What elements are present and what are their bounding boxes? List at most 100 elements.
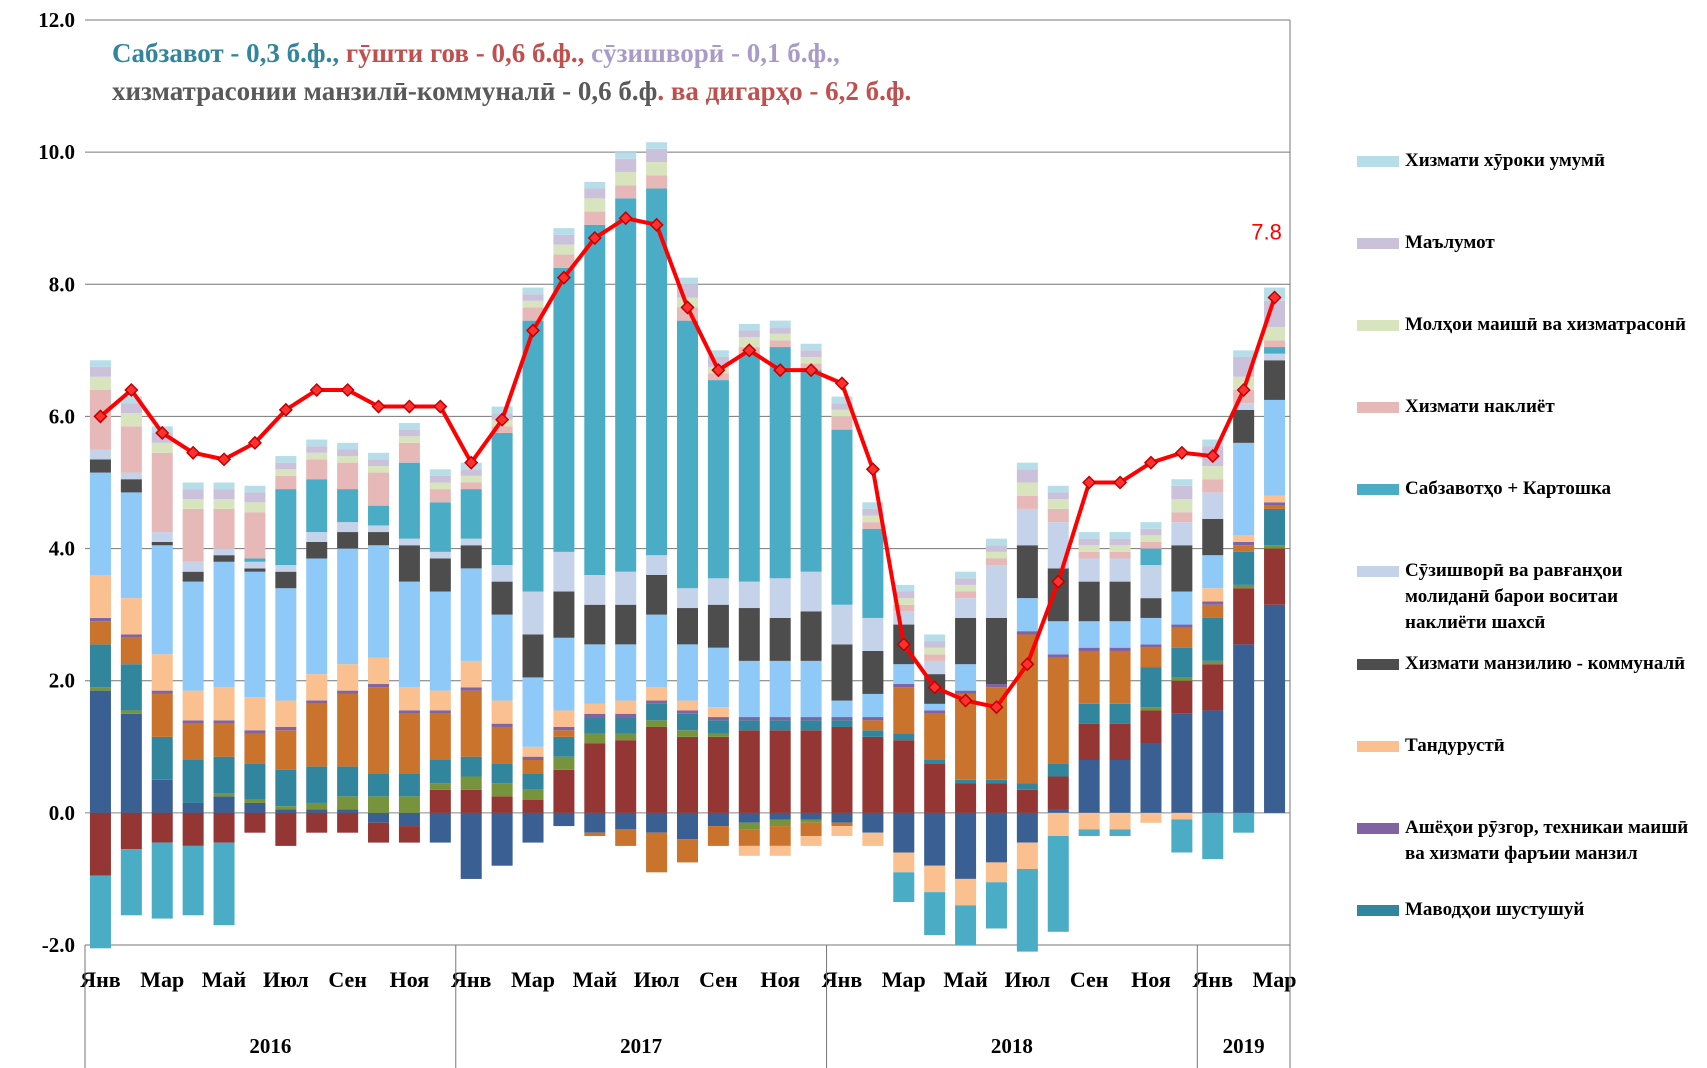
line-marker [649,217,664,232]
bar-segment [738,353,760,582]
x-tick-label: Янв [80,967,121,992]
bar-segment [831,700,853,718]
bar-segment [985,862,1007,883]
bar-segment [1233,535,1255,542]
bar-segment [1171,647,1193,678]
bar-segment [955,905,977,945]
bar-segment [460,469,482,476]
bar-segment [769,730,791,813]
bar-segment [182,489,204,500]
bar-segment [120,713,142,813]
bar-segment [306,459,328,480]
bar-segment [769,327,791,334]
line-marker [773,363,788,378]
bar-segment [1264,353,1286,361]
bar-segment [337,456,359,463]
bar-segment [398,713,420,774]
bar-segment [213,548,235,556]
bar-segment [368,812,390,823]
legend-label: Маълумот [1405,232,1495,253]
legend-label: Сӯзишворӣ ва равғанҳои молиданӣ барои во… [1405,560,1623,633]
bar-segment [89,575,111,618]
bar-segment [584,181,606,189]
bar-segment [89,366,111,377]
legend-label: Молҳои маишӣ ва хизматрасонӣ [1405,314,1686,335]
bar-segment [368,452,390,460]
bar-segment [707,707,729,718]
bar-segment [244,812,266,833]
bar-segment [429,690,451,711]
bar-segment [676,812,699,840]
bar-segment [306,766,328,803]
bar-segment [646,726,668,813]
bar-segment [769,333,791,341]
bar-segment [1047,763,1069,777]
line-marker [834,376,850,391]
bar-segment [151,693,173,737]
bar-segment [1171,522,1193,546]
bar-segment [1264,327,1286,341]
bar-segment [120,479,142,493]
bar-segment [89,644,111,688]
bar-segment [738,323,760,331]
bar-segment [213,482,235,490]
bar-segment [676,736,699,813]
bar-segment [151,779,173,813]
bar-segment [924,654,946,661]
bar-segment [1047,809,1069,813]
bar-segment [769,660,791,718]
line-marker [1205,449,1220,464]
bar-segment [1016,789,1038,813]
legend-swatch [1357,566,1399,577]
bar-segment [1016,631,1038,635]
x-tick-label: Мар [140,967,184,992]
bar-segment [1109,647,1131,651]
bar-segment [1140,743,1162,813]
bar-segment [646,700,668,704]
bar-segment [800,571,822,612]
bar-segment [1171,680,1193,714]
bar-segment [1233,551,1255,585]
bar-segment [676,644,699,701]
bar-segment [1047,835,1069,932]
bar-segment [831,416,853,430]
bar-segment [1264,399,1286,496]
bar-segment [1047,812,1069,836]
bar-segment [1233,545,1255,552]
bar-segment [491,700,513,724]
bar-segment [306,479,328,533]
bar-segment [398,796,420,813]
bar-segment [491,406,513,414]
bar-segment [368,773,390,797]
bar-segment [306,700,328,704]
bar-segment [120,426,142,473]
bar-segment [831,726,853,813]
bar-segment [553,637,575,711]
bar-segment [182,499,204,509]
bar-segment [368,505,390,526]
line-marker [618,211,633,226]
bar-segment [1233,403,1255,410]
bar-segment [1264,502,1286,506]
y-tick-label: 0.0 [49,801,75,825]
bar-segment [862,832,884,846]
bar-segment [398,687,420,711]
legend-swatch [1357,484,1399,495]
bar-segment [522,287,544,295]
bar-segment [120,710,142,714]
bar-segment [769,347,791,579]
bar-segment [862,502,884,509]
bar-segment [151,452,173,533]
bar-segment [1016,869,1038,952]
bar-segment [985,882,1007,929]
bar-segment [244,802,266,813]
bar-segment [1047,776,1069,810]
bar-segment [893,812,915,853]
bar-segment [306,802,328,810]
legend-swatch [1357,823,1399,834]
bar-segment [1264,545,1286,549]
bar-segment [955,690,977,694]
bar-segment [800,660,822,718]
line-marker [896,637,911,652]
